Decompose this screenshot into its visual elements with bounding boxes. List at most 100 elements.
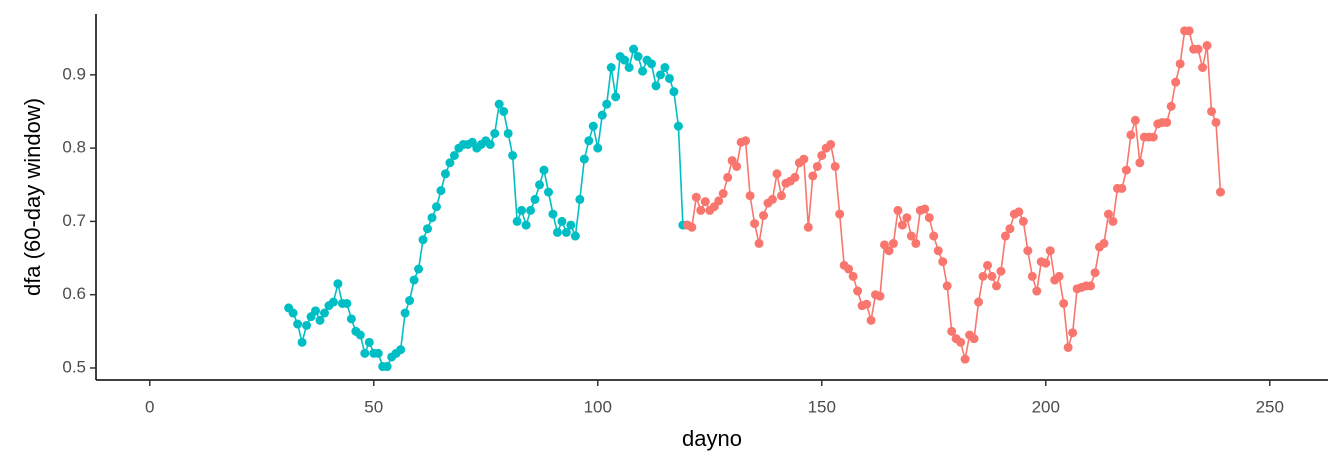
point	[1202, 41, 1212, 51]
point	[543, 187, 553, 197]
point	[700, 197, 710, 207]
point	[718, 189, 728, 199]
point	[1126, 130, 1136, 140]
x-axis-title: dayno	[682, 426, 742, 451]
point	[1171, 77, 1181, 87]
point	[660, 63, 670, 73]
x-tick-label: 250	[1256, 397, 1284, 416]
point	[651, 81, 661, 91]
point	[664, 73, 674, 83]
point	[920, 204, 930, 214]
point	[1054, 271, 1064, 281]
point	[512, 216, 522, 226]
y-tick-label: 0.6	[62, 284, 86, 303]
point	[1211, 117, 1221, 127]
point	[1198, 63, 1208, 73]
point	[431, 202, 441, 212]
point	[866, 315, 876, 325]
point	[638, 66, 648, 76]
point	[790, 172, 800, 182]
point	[911, 238, 921, 248]
point	[812, 161, 822, 171]
point	[830, 161, 840, 171]
point	[570, 231, 580, 241]
point	[1068, 328, 1078, 338]
point	[624, 63, 634, 73]
point	[1130, 115, 1140, 125]
point	[776, 191, 786, 201]
point	[611, 92, 621, 102]
point	[445, 158, 455, 168]
point	[400, 308, 410, 318]
point	[996, 266, 1006, 276]
point	[355, 330, 365, 340]
point	[750, 219, 760, 229]
point	[535, 180, 545, 190]
point	[897, 220, 907, 230]
point	[566, 220, 576, 230]
point	[933, 246, 943, 256]
point	[602, 99, 612, 109]
point	[1148, 132, 1158, 142]
point	[745, 191, 755, 201]
point	[893, 205, 903, 215]
point	[485, 139, 495, 149]
point	[696, 205, 706, 215]
point	[1018, 216, 1028, 226]
point	[741, 136, 751, 146]
point	[521, 220, 531, 230]
point	[490, 128, 500, 138]
point	[723, 172, 733, 182]
point	[888, 238, 898, 248]
x-tick-label: 50	[364, 397, 383, 416]
point	[799, 154, 809, 164]
point	[848, 271, 858, 281]
point	[1121, 165, 1131, 175]
point	[983, 260, 993, 270]
point	[311, 306, 321, 316]
point	[987, 271, 997, 281]
point	[826, 139, 836, 149]
point	[440, 169, 450, 179]
x-tick-label: 0	[145, 397, 154, 416]
point	[835, 209, 845, 219]
point	[346, 314, 356, 324]
point	[1193, 44, 1203, 54]
point	[817, 150, 827, 160]
point	[373, 348, 383, 358]
y-tick-label: 0.5	[62, 357, 86, 376]
point	[942, 281, 952, 291]
point	[579, 154, 589, 164]
point	[947, 326, 957, 336]
point	[302, 320, 312, 330]
point	[418, 235, 428, 245]
point	[844, 264, 854, 274]
point	[759, 211, 769, 221]
point	[539, 165, 549, 175]
point	[606, 63, 616, 73]
point	[449, 150, 459, 160]
point	[319, 308, 329, 318]
point	[423, 224, 433, 234]
series-line	[687, 30, 1222, 360]
point	[673, 121, 683, 131]
point	[508, 150, 518, 160]
point	[588, 121, 598, 131]
point	[620, 55, 630, 65]
point	[409, 275, 419, 285]
point	[1103, 209, 1113, 219]
point	[687, 222, 697, 232]
point	[960, 354, 970, 364]
point	[853, 286, 863, 296]
point	[938, 257, 948, 267]
point	[364, 337, 374, 347]
point	[548, 209, 558, 219]
point	[414, 264, 424, 274]
point	[1045, 246, 1055, 256]
point	[1014, 207, 1024, 217]
point	[494, 99, 504, 109]
x-tick-label: 100	[584, 397, 612, 416]
point	[924, 213, 934, 223]
point	[382, 362, 392, 372]
point	[767, 194, 777, 204]
